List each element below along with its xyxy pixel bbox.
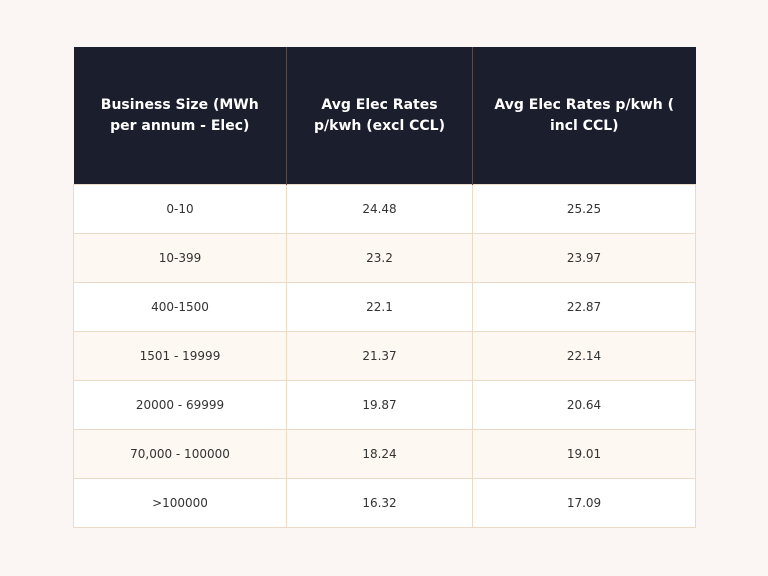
table-cell: 10-399 [73, 233, 287, 283]
table-row: 400-1500 22.1 22.87 [73, 282, 696, 332]
table-cell: 1501 - 19999 [73, 331, 287, 381]
table-cell: 22.14 [472, 331, 696, 381]
table-row: 1501 - 19999 21.37 22.14 [73, 331, 696, 381]
table-cell: 0-10 [73, 184, 287, 234]
header-cell: Business Size (MWh per annum - Elec) [73, 47, 287, 185]
table-cell: 17.09 [472, 478, 696, 528]
header-cell: Avg Elec Rates p/kwh (excl CCL) [286, 47, 473, 185]
table-cell: 23.2 [286, 233, 473, 283]
table-cell: 70,000 - 100000 [73, 429, 287, 479]
header-row: Business Size (MWh per annum - Elec) Avg… [73, 47, 696, 185]
header-cell: Avg Elec Rates p/kwh ( incl CCL) [472, 47, 696, 185]
table-cell: 24.48 [286, 184, 473, 234]
table-cell: 21.37 [286, 331, 473, 381]
table-cell: 19.87 [286, 380, 473, 430]
table-body: 0-10 24.48 25.25 10-399 23.2 23.97 400-1500 22.… [73, 184, 696, 528]
table-cell: >100000 [73, 478, 287, 528]
table-cell: 22.1 [286, 282, 473, 332]
table-cell: 20.64 [472, 380, 696, 430]
table-cell: 400-1500 [73, 282, 287, 332]
table-cell: 19.01 [472, 429, 696, 479]
rates-table: Business Size (MWh per annum - Elec) Avg… [73, 47, 696, 528]
table-cell: 16.32 [286, 478, 473, 528]
table-row: >100000 16.32 17.09 [73, 478, 696, 528]
table-cell: 25.25 [472, 184, 696, 234]
table-row: 20000 - 69999 19.87 20.64 [73, 380, 696, 430]
table-row: 70,000 - 100000 18.24 19.01 [73, 429, 696, 479]
table-cell: 18.24 [286, 429, 473, 479]
table-cell: 20000 - 69999 [73, 380, 287, 430]
table-cell: 22.87 [472, 282, 696, 332]
table-cell: 23.97 [472, 233, 696, 283]
table-row: 0-10 24.48 25.25 [73, 184, 696, 234]
table-row: 10-399 23.2 23.97 [73, 233, 696, 283]
table-header: Business Size (MWh per annum - Elec) Avg… [73, 47, 696, 185]
